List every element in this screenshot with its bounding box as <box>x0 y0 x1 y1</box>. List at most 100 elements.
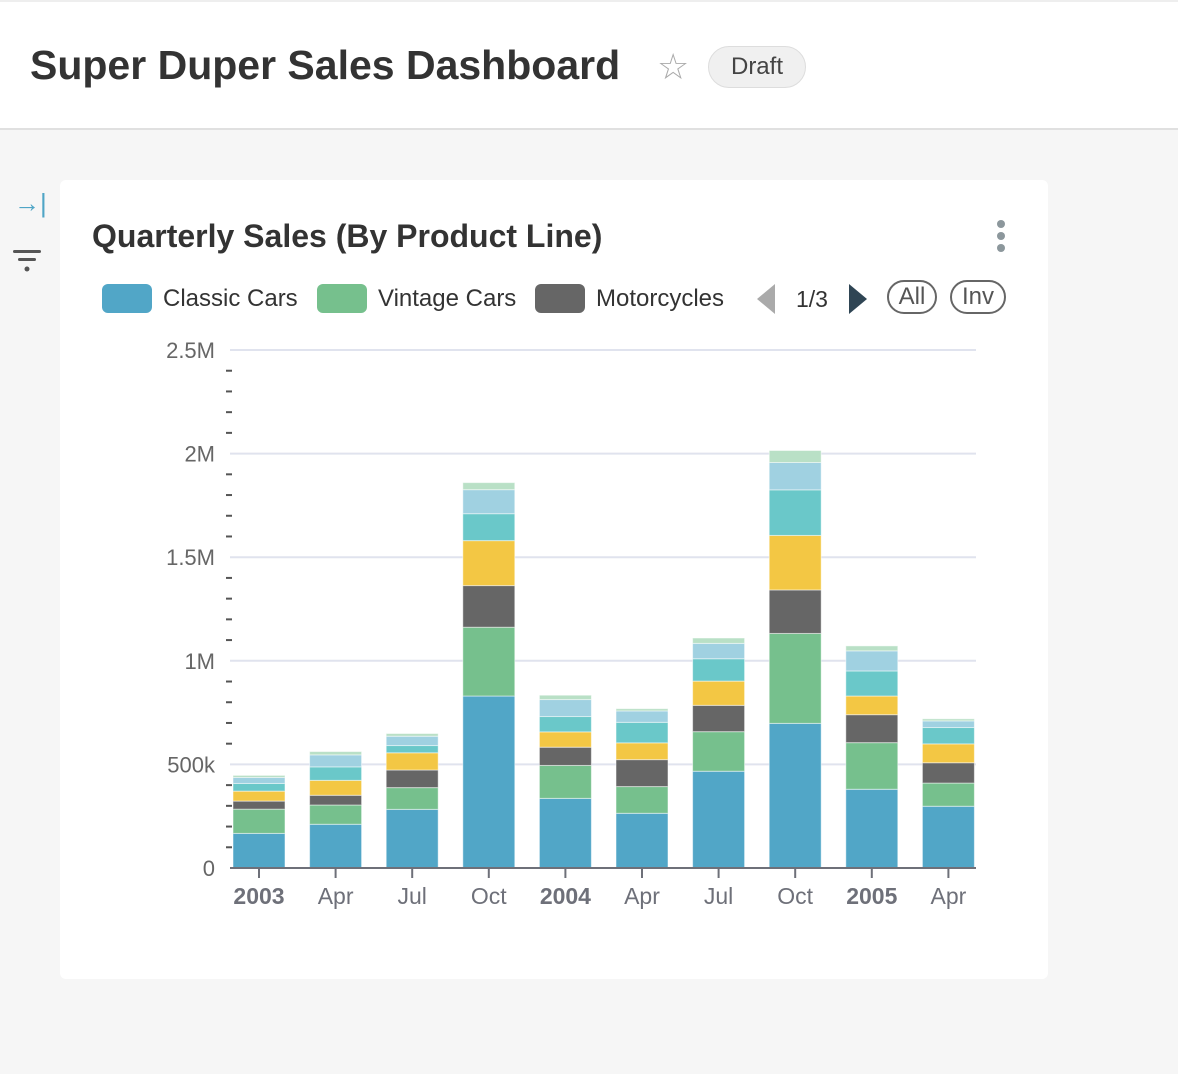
legend-label: Motorcycles <box>596 284 725 312</box>
bar-segment <box>309 823 363 869</box>
bar-segment <box>845 670 899 697</box>
bar-segment <box>845 714 899 744</box>
kebab-vertical-icon[interactable] <box>996 220 1006 254</box>
bar-segment <box>232 800 286 810</box>
bar-segment <box>462 482 516 491</box>
legend-swatch <box>317 284 367 313</box>
bar-segment <box>768 632 822 724</box>
bar-segment <box>615 708 669 712</box>
bar-segment <box>768 722 822 869</box>
bar-segment <box>385 735 439 747</box>
x-tick-label: 2005 <box>846 883 897 909</box>
bar-segment <box>845 645 899 652</box>
dashboard-title: Super Duper Sales Dashboard <box>30 42 621 88</box>
bar-segment <box>692 658 746 682</box>
legend-prev-page-icon[interactable] <box>757 284 775 314</box>
bar-segment <box>615 710 669 723</box>
bar-segment <box>692 770 746 869</box>
y-tick-label: 0 <box>203 856 215 881</box>
bar-segment <box>768 462 822 491</box>
bar-segment <box>692 642 746 660</box>
bar-segment <box>845 742 899 790</box>
bar-segment <box>921 743 975 764</box>
bar-segment <box>768 589 822 634</box>
bar-segment <box>768 489 822 536</box>
filter-icon[interactable] <box>13 248 43 274</box>
bar-segment <box>309 794 363 806</box>
bar-segment <box>462 585 516 628</box>
chart-title: Quarterly Sales (By Product Line) <box>92 218 603 254</box>
x-tick-label: Oct <box>471 883 507 909</box>
bar-segment <box>538 764 592 799</box>
bar-segment <box>921 720 975 729</box>
bar-segment <box>692 637 746 644</box>
bar-segment <box>462 489 516 515</box>
x-tick-label: 2004 <box>540 883 591 909</box>
legend-item-classic-cars[interactable]: Classic Cars <box>102 284 298 313</box>
bar-segment <box>768 449 822 464</box>
bar-segment <box>309 779 363 796</box>
bar-segment <box>692 680 746 706</box>
dashboard-header: Super Duper Sales Dashboard ☆ Draft <box>0 0 1178 130</box>
x-tick-label: Jul <box>397 883 426 909</box>
legend-swatch <box>535 284 585 313</box>
legend-page-indicator: 1/3 <box>796 286 828 312</box>
bar-segment <box>232 776 286 784</box>
bar-segment <box>615 786 669 814</box>
bar-segment <box>921 782 975 807</box>
bar-segment <box>692 731 746 772</box>
bar-segment <box>615 742 669 761</box>
bar-segment <box>768 534 822 591</box>
star-outline-icon[interactable]: ☆ <box>657 46 690 87</box>
bar-segment <box>385 745 439 754</box>
bar-segment <box>232 782 286 792</box>
x-tick-label: Jul <box>704 883 733 909</box>
bar-segment <box>232 832 286 869</box>
bar-segment <box>538 716 592 733</box>
x-tick-label: Apr <box>624 883 660 909</box>
legend-swatch <box>102 284 152 313</box>
bar-segment <box>309 751 363 756</box>
y-tick-label: 2M <box>184 442 215 467</box>
bar-segment <box>921 718 975 722</box>
bar-segment <box>921 805 975 869</box>
bar-segment <box>232 808 286 834</box>
bar-segment <box>615 812 669 869</box>
legend-invert-button[interactable]: Inv <box>950 280 1006 314</box>
legend-item-motorcycles[interactable]: Motorcycles <box>535 284 724 313</box>
legend-label: Vintage Cars <box>378 284 517 312</box>
bar-segment <box>462 513 516 542</box>
bar-segment <box>385 733 439 737</box>
y-tick-label: 500k <box>167 752 216 777</box>
bar-segment <box>538 699 592 718</box>
bar-segment <box>462 626 516 697</box>
bar-segment <box>845 788 899 869</box>
bar-segment <box>309 804 363 825</box>
legend-label: Classic Cars <box>163 284 298 312</box>
bar-segment <box>385 787 439 810</box>
expand-right-icon[interactable]: →| <box>14 188 47 218</box>
bar-segment <box>845 695 899 716</box>
legend-next-page-icon[interactable] <box>849 284 867 314</box>
bar-segment <box>538 694 592 701</box>
y-tick-label: 1M <box>184 649 215 674</box>
x-tick-label: Oct <box>777 883 813 909</box>
bar-segment <box>692 704 746 733</box>
status-badge: Draft <box>708 46 806 88</box>
legend-select-all-button[interactable]: All <box>887 280 937 314</box>
bar-segment <box>615 721 669 744</box>
bar-segment <box>462 540 516 587</box>
bar-segment <box>845 650 899 672</box>
bar-segment <box>385 752 439 771</box>
bar-segment <box>232 790 286 802</box>
x-tick-label: 2003 <box>233 883 284 909</box>
y-tick-label: 2.5M <box>166 338 215 363</box>
bar-segment <box>309 754 363 768</box>
bar-segment <box>538 797 592 869</box>
bar-segment <box>921 762 975 784</box>
x-tick-label: Apr <box>318 883 354 909</box>
bar-segment <box>615 759 669 788</box>
bar-segment <box>232 774 286 778</box>
legend-item-vintage-cars[interactable]: Vintage Cars <box>317 284 516 313</box>
